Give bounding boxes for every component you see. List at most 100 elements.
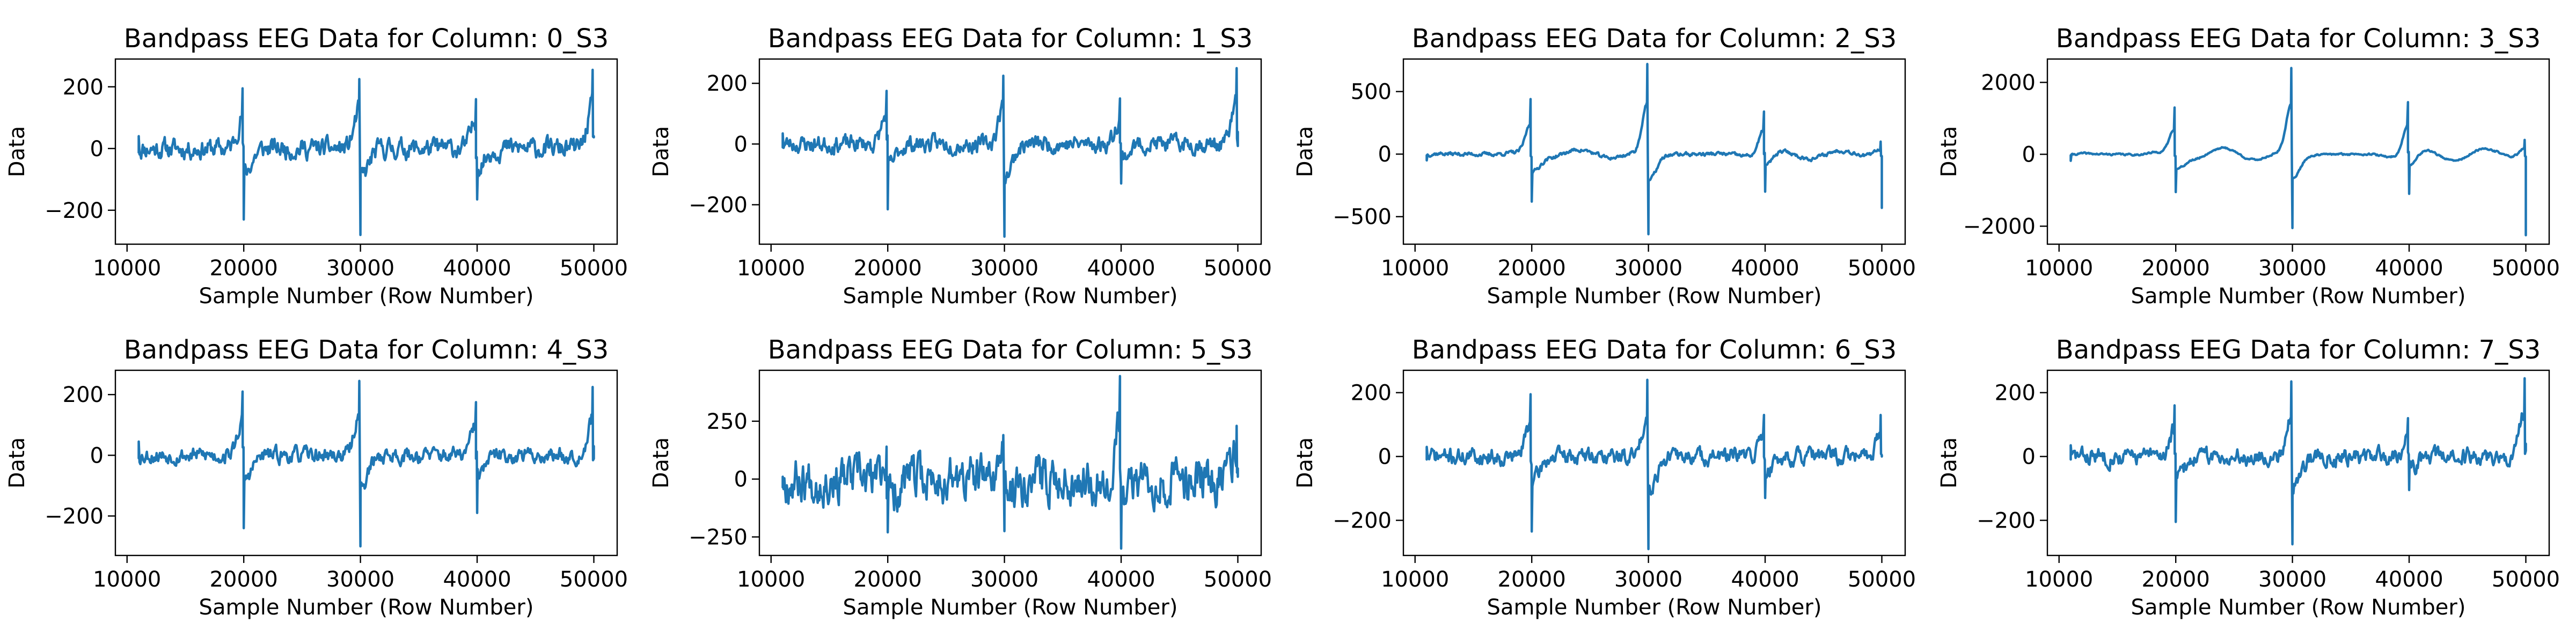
x-tick-label: 20000 [210, 567, 278, 592]
subplot-2: Bandpass EEG Data for Column: 2_S3 10000 2… [1293, 24, 1916, 309]
series-line [781, 375, 1239, 550]
x-tick-label: 50000 [560, 567, 628, 592]
y-tick-label: 200 [1351, 381, 1392, 406]
x-tick-label: 10000 [2025, 567, 2093, 592]
x-tick-label: 50000 [560, 256, 628, 281]
plot-frame [2046, 369, 2550, 557]
y-tick-label: 250 [707, 409, 748, 434]
x-axis-label: Sample Number (Row Number) [1487, 284, 1822, 309]
x-tick-label: 10000 [1381, 567, 1449, 592]
x-axis-label: Sample Number (Row Number) [1487, 595, 1822, 620]
chart-title: Bandpass EEG Data for Column: 2_S3 [1412, 24, 1897, 54]
y-tick-label: 200 [63, 383, 104, 407]
y-tick-label: 0 [1378, 142, 1392, 167]
y-tick-label: −200 [45, 199, 104, 223]
x-tick-label: 20000 [210, 256, 278, 281]
y-tick-label: 0 [1378, 445, 1392, 470]
series-line [137, 68, 595, 237]
x-tick-label: 30000 [2258, 567, 2326, 592]
x-tick-label: 10000 [737, 567, 805, 592]
chart-title: Bandpass EEG Data for Column: 4_S3 [124, 335, 609, 365]
x-tick-label: 30000 [326, 256, 394, 281]
chart-title: Bandpass EEG Data for Column: 1_S3 [768, 24, 1253, 54]
subplot-3: Bandpass EEG Data for Column: 3_S3 10000 2… [1937, 24, 2560, 309]
plot-frame [1402, 369, 1906, 557]
x-axis-label: Sample Number (Row Number) [199, 284, 534, 309]
y-axis-label: Data [1293, 437, 1318, 489]
x-tick-label: 10000 [93, 256, 161, 281]
x-tick-label: 20000 [854, 256, 922, 281]
series-line [1425, 378, 1883, 551]
y-axis-label: Data [5, 437, 30, 489]
y-tick-label: 2000 [1981, 71, 2036, 96]
series-line [1425, 63, 1883, 236]
subplot-7: Bandpass EEG Data for Column: 7_S3 10000 2… [1937, 335, 2560, 620]
x-tick-label: 10000 [2025, 256, 2093, 281]
y-tick-label: −500 [1333, 205, 1392, 230]
x-tick-label: 30000 [1614, 256, 1682, 281]
x-tick-label: 20000 [1498, 256, 1566, 281]
plot-frame [2046, 58, 2550, 245]
subplot-1: Bandpass EEG Data for Column: 1_S3 10000 2… [649, 24, 1272, 309]
x-axis-label: Sample Number (Row Number) [843, 595, 1178, 620]
y-tick-label: 0 [734, 467, 748, 492]
y-tick-label: 0 [90, 443, 104, 468]
chart-title: Bandpass EEG Data for Column: 5_S3 [768, 335, 1253, 365]
subplot-6: Bandpass EEG Data for Column: 6_S3 10000 2… [1293, 335, 1916, 620]
y-tick-label: 200 [707, 71, 748, 96]
x-axis-label: Sample Number (Row Number) [843, 284, 1178, 309]
y-tick-label: −2000 [1963, 215, 2036, 239]
y-tick-label: −200 [1333, 509, 1392, 533]
x-tick-label: 50000 [1848, 567, 1916, 592]
plot-frame [114, 369, 618, 557]
y-tick-label: −250 [689, 525, 748, 550]
chart-title: Bandpass EEG Data for Column: 6_S3 [1412, 335, 1897, 365]
x-tick-label: 20000 [1498, 567, 1566, 592]
subplot-5: Bandpass EEG Data for Column: 5_S3 10000 2… [649, 335, 1272, 620]
x-tick-label: 50000 [1204, 567, 1272, 592]
x-tick-label: 30000 [1614, 567, 1682, 592]
x-tick-label: 50000 [2492, 567, 2560, 592]
y-tick-label: 500 [1351, 80, 1392, 105]
x-tick-label: 50000 [1848, 256, 1916, 281]
y-axis-label: Data [1293, 126, 1318, 178]
series-line [137, 379, 595, 548]
x-tick-label: 30000 [970, 256, 1038, 281]
plot-frame [1402, 58, 1906, 245]
x-tick-label: 10000 [93, 567, 161, 592]
plot-frame [758, 369, 1262, 557]
y-axis-label: Data [1937, 437, 1962, 489]
x-tick-label: 20000 [854, 567, 922, 592]
x-tick-label: 40000 [1731, 256, 1799, 281]
series-line [2069, 377, 2527, 546]
x-axis-label: Sample Number (Row Number) [2131, 595, 2466, 620]
x-tick-label: 50000 [2492, 256, 2560, 281]
chart-title: Bandpass EEG Data for Column: 3_S3 [2056, 24, 2541, 54]
x-tick-label: 40000 [2375, 256, 2443, 281]
x-tick-label: 20000 [2142, 256, 2210, 281]
subplot-4: Bandpass EEG Data for Column: 4_S3 10000 2… [5, 335, 628, 620]
subplot-0: Bandpass EEG Data for Column: 0_S3 10000 2… [5, 24, 628, 309]
x-axis-label: Sample Number (Row Number) [199, 595, 534, 620]
x-tick-label: 40000 [1087, 567, 1155, 592]
x-tick-label: 10000 [1381, 256, 1449, 281]
plot-frame [758, 58, 1262, 245]
series-line [781, 67, 1239, 238]
x-tick-label: 50000 [1204, 256, 1272, 281]
x-tick-label: 30000 [326, 567, 394, 592]
y-axis-label: Data [649, 126, 674, 178]
plot-frame [114, 58, 618, 245]
y-tick-label: 200 [63, 75, 104, 100]
x-tick-label: 40000 [443, 567, 511, 592]
x-tick-label: 40000 [2375, 567, 2443, 592]
x-tick-label: 20000 [2142, 567, 2210, 592]
x-tick-label: 40000 [443, 256, 511, 281]
y-tick-label: −200 [1977, 509, 2036, 533]
y-tick-label: 0 [2022, 445, 2036, 470]
y-tick-label: 200 [1995, 381, 2036, 406]
x-axis-label: Sample Number (Row Number) [2131, 284, 2466, 309]
x-tick-label: 30000 [970, 567, 1038, 592]
x-tick-label: 10000 [737, 256, 805, 281]
y-axis-label: Data [1937, 126, 1962, 178]
